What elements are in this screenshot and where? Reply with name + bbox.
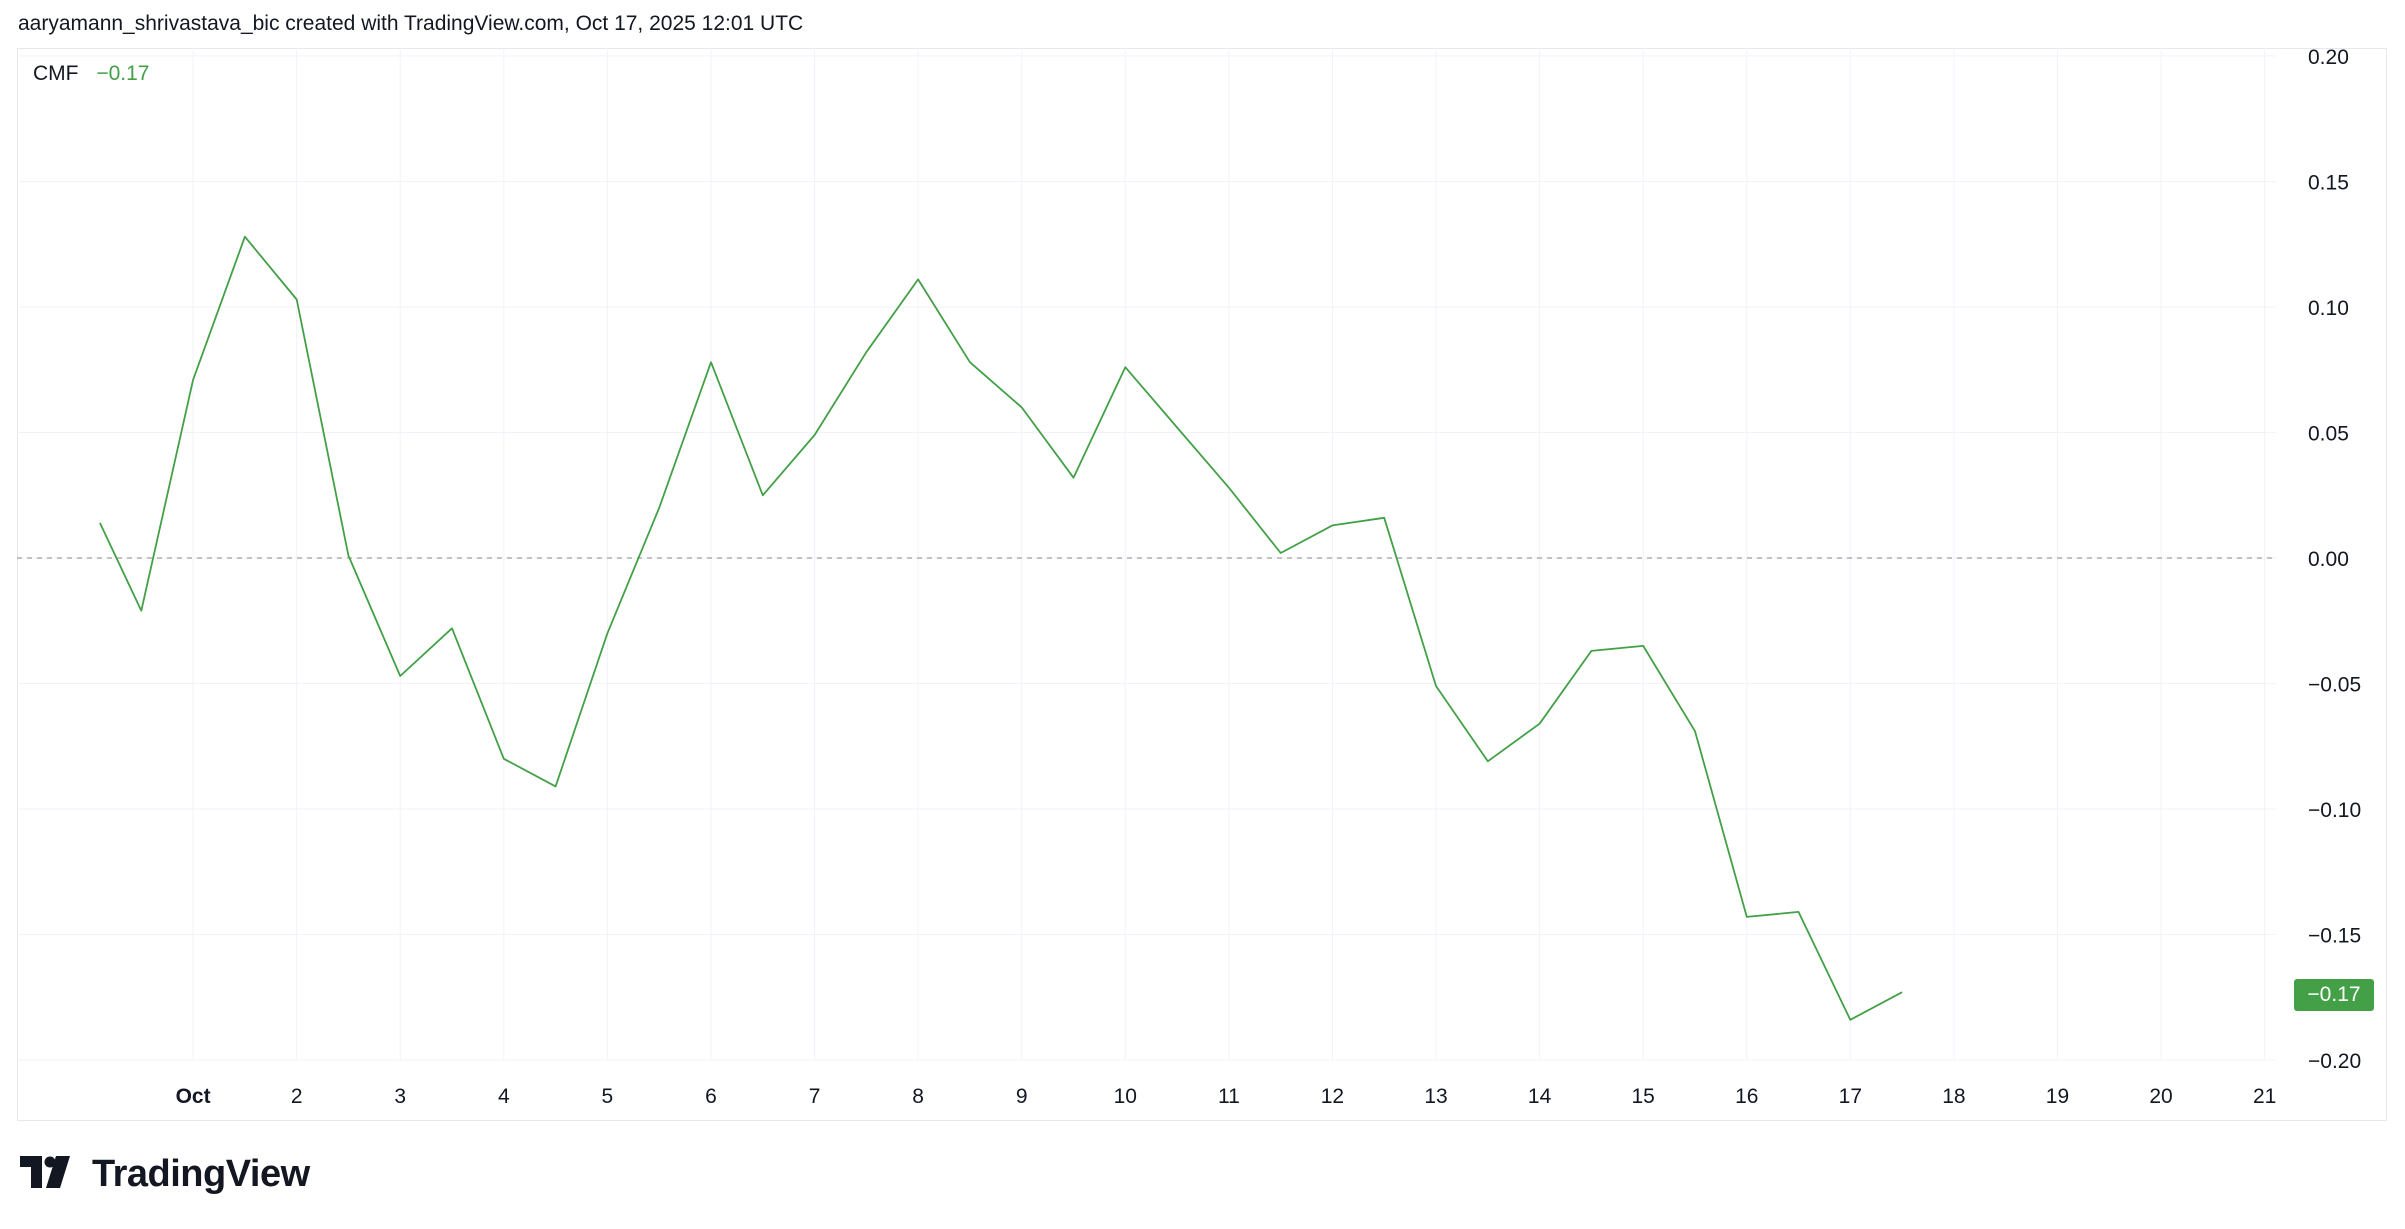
x-tick-label: 9 (1016, 1085, 1028, 1108)
x-tick-label: Oct (176, 1085, 211, 1108)
x-tick-label: 19 (2046, 1085, 2069, 1108)
y-tick-label: −0.20 (2308, 1050, 2361, 1073)
tradingview-logo-icon (20, 1156, 78, 1193)
x-tick-label: 8 (912, 1085, 924, 1108)
x-tick-label: 7 (809, 1085, 821, 1108)
grid-lines (17, 48, 2275, 1061)
y-axis: 0.20 0.15 0.10 0.05 0.00 −0.05 −0.10 −0.15 −0.20 (2308, 46, 2361, 1073)
y-tick-label: 0.00 (2308, 548, 2349, 571)
chart-header-attribution: aaryamann_shrivastava_bic created with T… (18, 12, 804, 35)
tradingview-brand[interactable]: TradingView (20, 1153, 310, 1196)
x-tick-label: 16 (1735, 1085, 1758, 1108)
x-tick-label: 20 (2149, 1085, 2172, 1108)
y-tick-label: 0.15 (2308, 172, 2349, 195)
x-tick-label: 10 (1114, 1085, 1137, 1108)
cmf-series (99, 235, 1903, 1021)
y-tick-label: 0.10 (2308, 297, 2349, 320)
y-tick-label: −0.10 (2308, 799, 2361, 822)
x-tick-label: 5 (602, 1085, 614, 1108)
x-tick-label: 17 (1839, 1085, 1862, 1108)
x-tick-label: 21 (2253, 1085, 2276, 1108)
x-tick-label: 15 (1631, 1085, 1654, 1108)
x-axis: Oct 2 3 4 5 6 7 8 9 10 11 12 13 14 15 16 17 18 19 20 21 (176, 1085, 2277, 1108)
x-tick-label: 18 (1942, 1085, 1965, 1108)
series-line-cmf (99, 235, 1903, 1021)
x-tick-label: 14 (1528, 1085, 1552, 1108)
last-value-badge: −0.17 (2294, 979, 2374, 1011)
x-tick-label: 6 (705, 1085, 717, 1108)
y-tick-label: 0.20 (2308, 46, 2349, 69)
x-tick-label: 11 (1218, 1085, 1240, 1108)
x-tick-label: 3 (394, 1085, 406, 1108)
x-tick-label: 2 (291, 1085, 303, 1108)
chart-frame (17, 48, 2387, 1121)
y-tick-label: −0.15 (2308, 925, 2361, 948)
brand-name: TradingView (92, 1153, 310, 1195)
x-tick-label: 4 (498, 1085, 510, 1108)
indicator-legend[interactable]: CMF −0.17 (33, 62, 149, 86)
x-tick-label: 12 (1321, 1085, 1344, 1108)
y-tick-label: 0.05 (2308, 423, 2349, 446)
legend-indicator-name: CMF (33, 62, 79, 85)
legend-indicator-value: −0.17 (96, 62, 150, 85)
y-tick-label: −0.05 (2308, 674, 2361, 697)
x-tick-label: 13 (1424, 1085, 1447, 1108)
